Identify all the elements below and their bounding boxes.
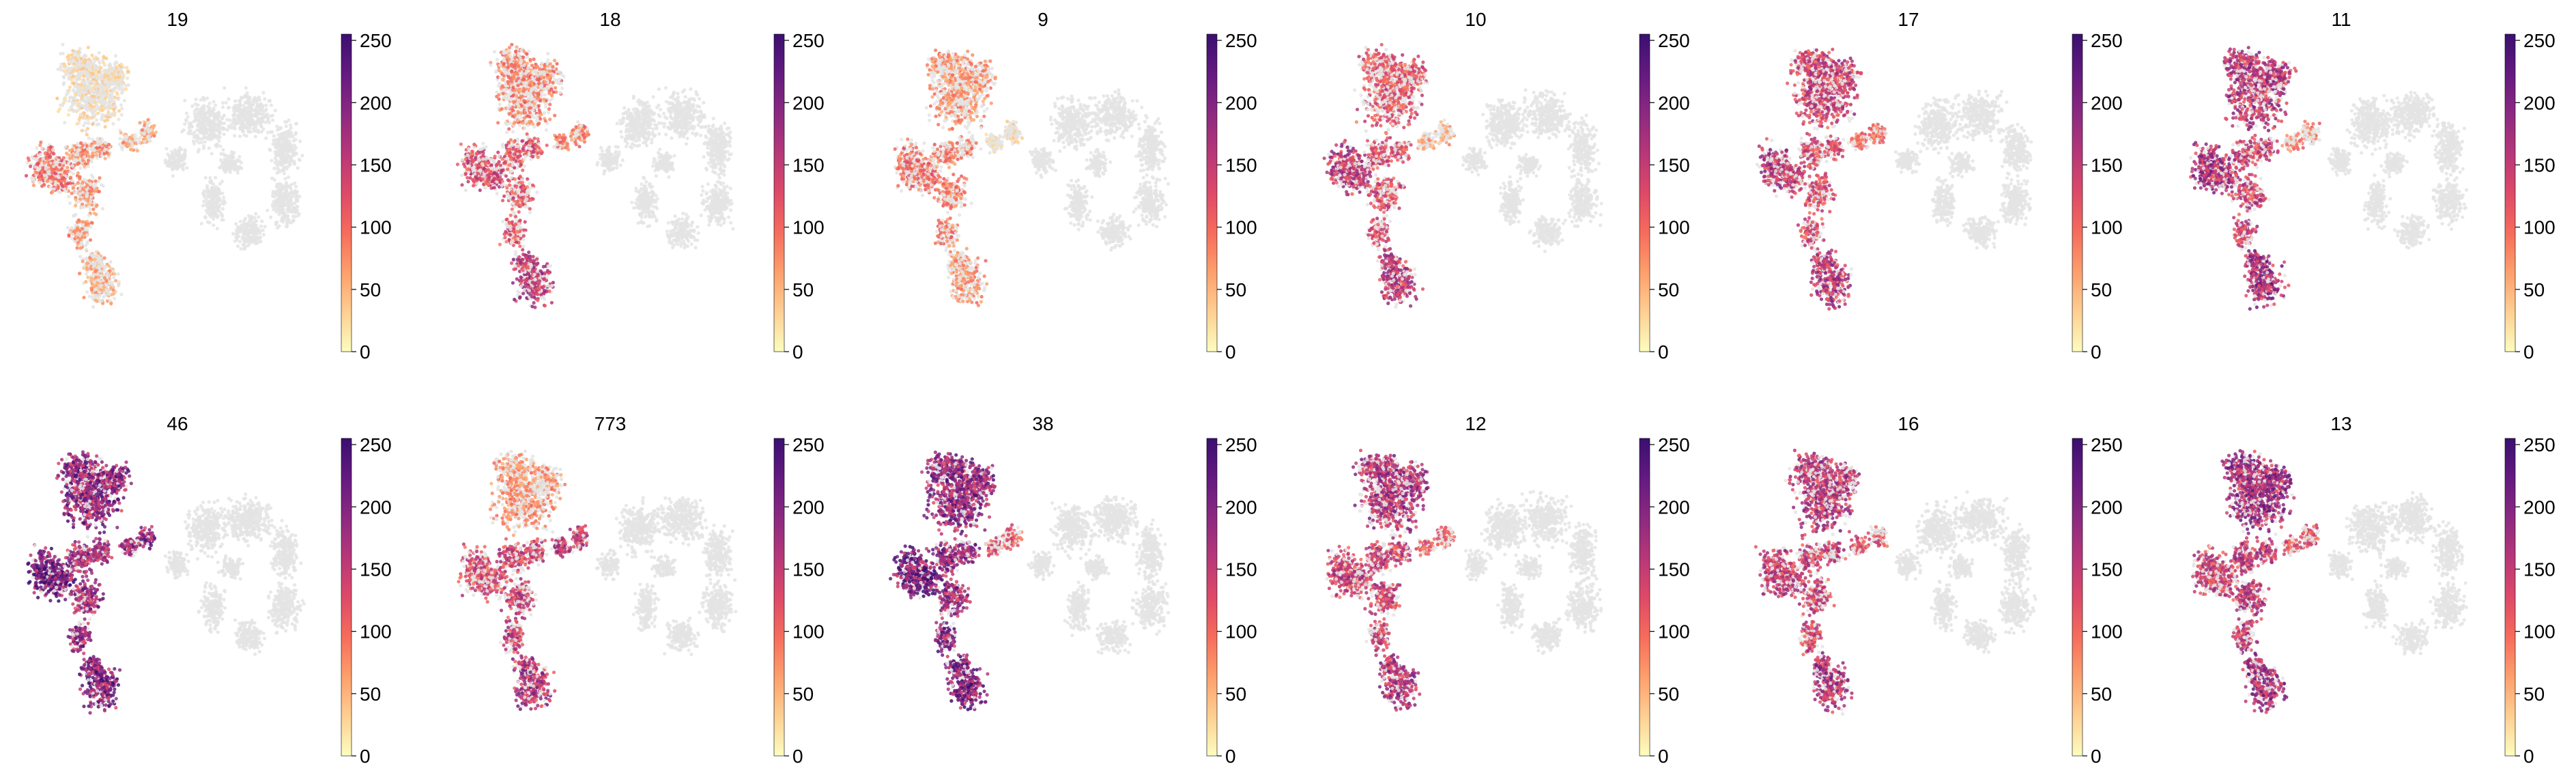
cell-point [90, 54, 94, 57]
cell-point [83, 111, 86, 115]
cell-point [61, 104, 64, 107]
cell-point [84, 121, 87, 124]
cell-point [83, 85, 87, 88]
cell-point [72, 81, 75, 85]
cell-point [77, 122, 81, 125]
cell-point [77, 94, 81, 97]
cell-point [105, 115, 109, 119]
cell-point [97, 98, 100, 102]
cell-point [81, 79, 85, 82]
cell-point [57, 110, 60, 113]
cell-point [87, 118, 90, 122]
cell-point [75, 86, 78, 89]
cell-point [73, 101, 76, 104]
umap-panel-grid: 1905010015020025018050100150200250905010… [0, 0, 2576, 775]
cell-point [117, 98, 120, 101]
cell-point [62, 81, 66, 85]
cell-point [68, 109, 71, 112]
cell-point [112, 100, 115, 103]
cell-point [107, 103, 111, 107]
cell-point [63, 96, 67, 100]
cell-point [95, 118, 98, 122]
cell-point [81, 96, 84, 100]
cell-point [90, 109, 94, 113]
cell-point [100, 115, 104, 119]
cell-point [102, 106, 105, 109]
cell-point [114, 54, 117, 57]
embedding-points [25, 43, 304, 309]
cell-point [109, 113, 112, 117]
cell-point [81, 129, 84, 132]
cell-point [120, 113, 124, 117]
cell-point [62, 76, 66, 79]
cell-point [117, 109, 121, 113]
cell-point [91, 122, 94, 126]
cell-point [92, 61, 96, 64]
cell-point [96, 111, 100, 115]
cell-point [70, 105, 73, 109]
cell-point [66, 89, 69, 92]
cell-point [111, 96, 114, 100]
cell-point [117, 117, 120, 121]
cell-point [87, 122, 90, 125]
cell-point [72, 75, 75, 79]
cell-point [76, 109, 80, 112]
cell-point [68, 85, 72, 89]
cell-point [98, 108, 102, 111]
cell-point [111, 122, 115, 126]
cell-point [73, 96, 76, 99]
cell-point [83, 74, 86, 78]
cell-point [96, 93, 99, 96]
cell-point [92, 105, 96, 109]
cell-point [101, 95, 104, 98]
cell-point [115, 91, 118, 94]
cell-point [85, 114, 89, 117]
cell-point [106, 118, 109, 122]
cell-point [92, 115, 96, 118]
cell-point [95, 123, 98, 126]
cell-point [92, 95, 96, 98]
cell-point [68, 99, 71, 102]
cell-point [72, 88, 75, 91]
cell-point [89, 89, 93, 93]
cell-point [119, 103, 123, 107]
cell-point [83, 90, 87, 94]
cell-point [104, 125, 107, 128]
cell-point [85, 100, 88, 104]
cell-point [113, 104, 117, 107]
cell-point [98, 84, 101, 87]
cell-point [78, 118, 81, 122]
cell-point [112, 111, 115, 115]
cell-point [69, 96, 72, 99]
cell-point [64, 72, 68, 76]
cell-point [73, 109, 76, 113]
cell-point [63, 121, 66, 124]
cell-point [120, 107, 124, 110]
cell-point [123, 99, 126, 102]
cell-point [84, 104, 87, 107]
cell-point [61, 43, 64, 46]
cell-point [84, 129, 87, 132]
cell-point [76, 104, 80, 108]
cell-point [85, 133, 89, 137]
panel-title: 19 [167, 9, 188, 30]
cell-point [93, 109, 96, 113]
cell-point [79, 113, 83, 116]
cell-point [55, 97, 59, 100]
cell-point [89, 104, 92, 107]
cell-point [68, 74, 71, 78]
cell-point [67, 113, 70, 117]
cell-point [65, 93, 68, 96]
cell-point [88, 100, 91, 103]
